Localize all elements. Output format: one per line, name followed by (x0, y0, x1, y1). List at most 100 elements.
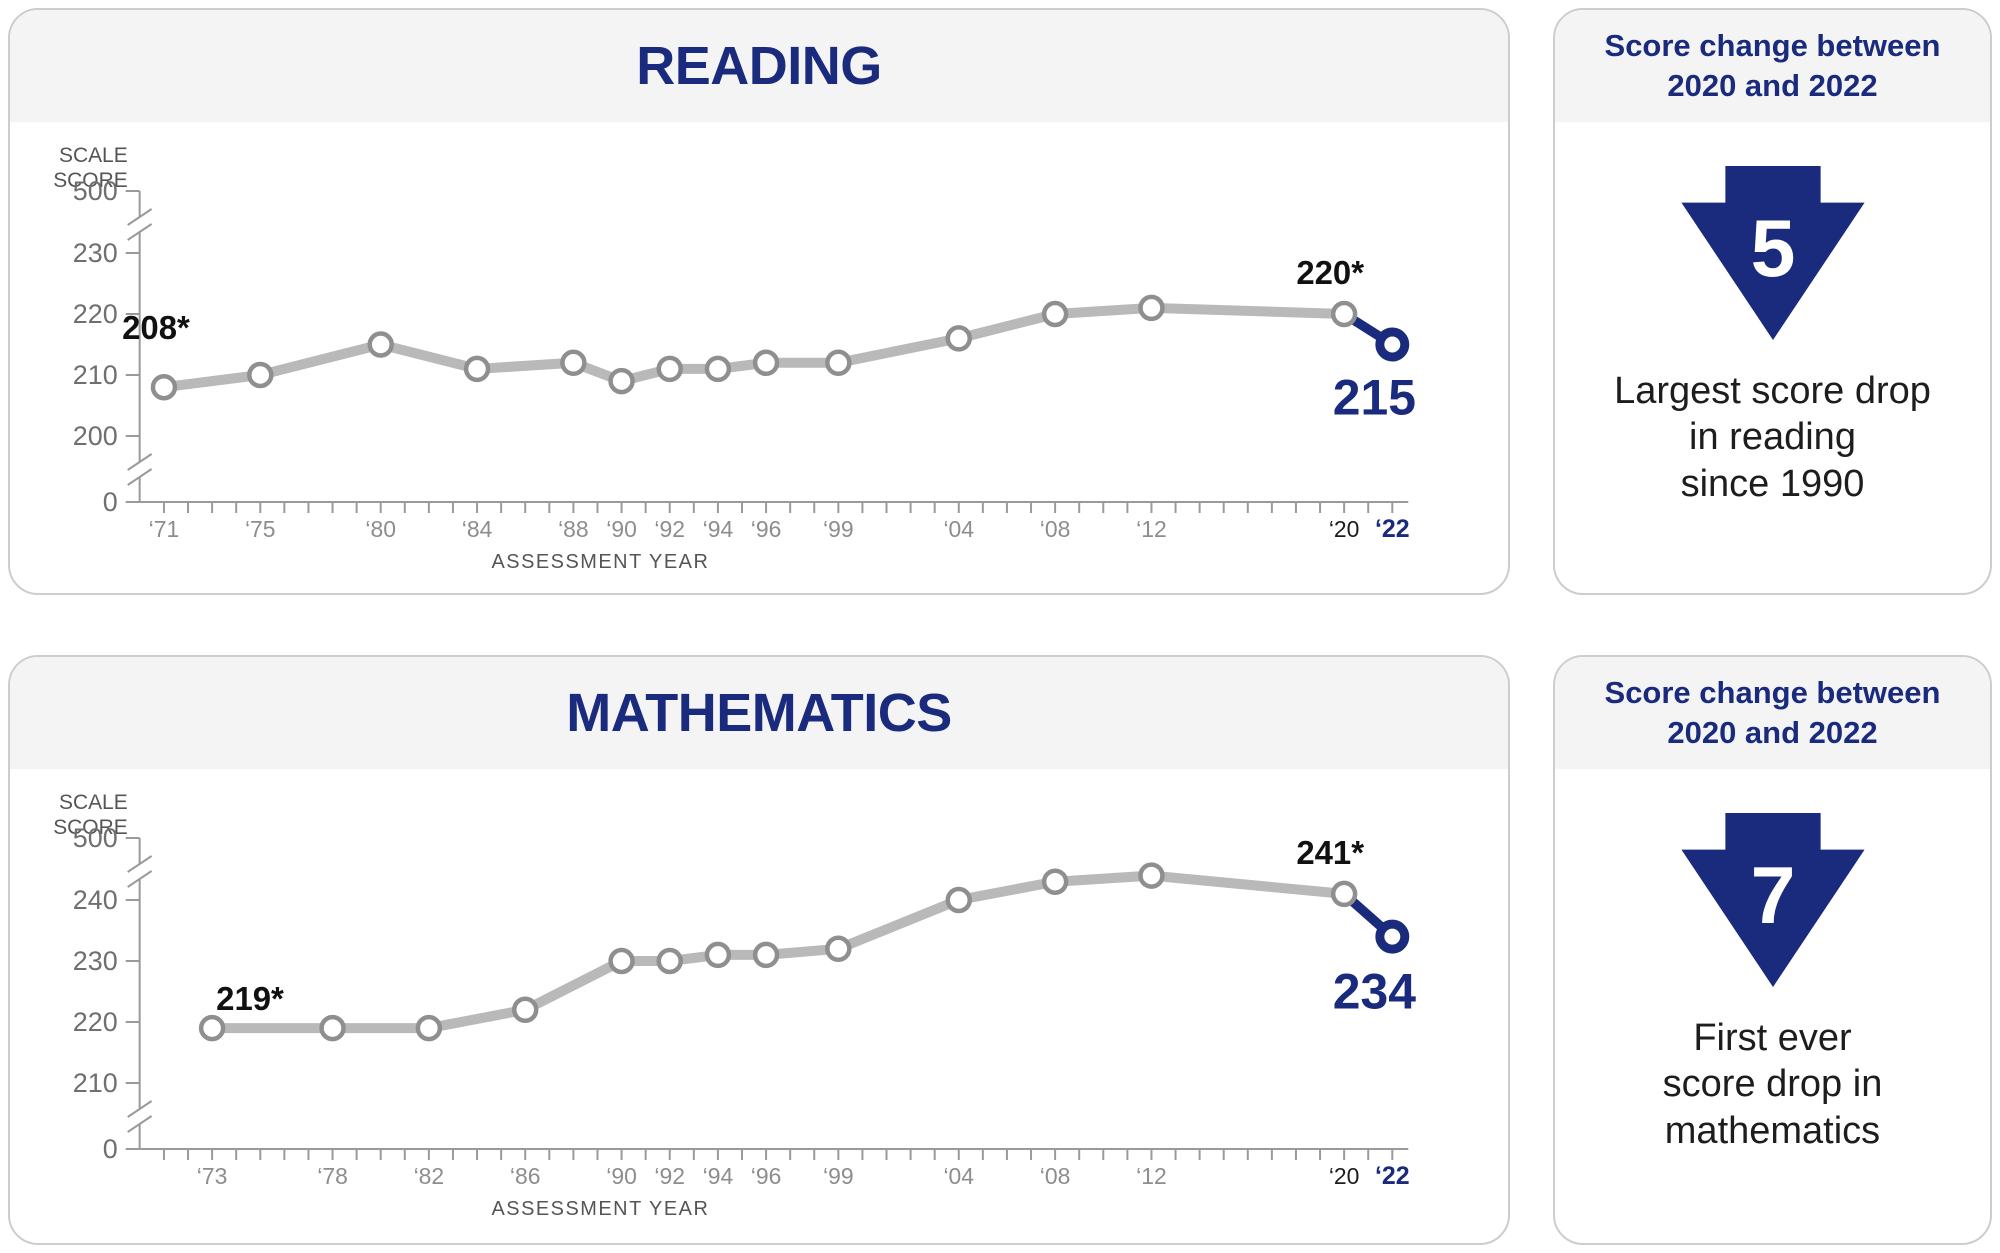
y-tick-label: 500 (73, 176, 118, 206)
reading-drop-line2: in reading (1689, 416, 1856, 459)
final-value-label: 234 (1333, 964, 1416, 1020)
x-tick-label: ‘80 (365, 516, 396, 542)
y-tick-label: 230 (73, 946, 118, 976)
x-tick-label: ‘75 (245, 516, 276, 542)
trend-point (1330, 880, 1358, 908)
reading-score-change-header: Score change between 2020 and 2022 (1555, 10, 1990, 122)
y-tick-label: 200 (73, 421, 118, 451)
trend-point (825, 349, 852, 377)
score-drop-arrow-icon: 7 (1680, 813, 1865, 987)
y-tick-label: 500 (73, 823, 118, 853)
trend-point (1330, 300, 1358, 328)
x-tick-label: ‘90 (606, 1163, 637, 1189)
down-arrow-shape (1680, 813, 1865, 987)
x-tick-label: ‘96 (751, 1163, 782, 1189)
first-point-label: 219* (216, 980, 284, 1017)
axis-break-icon (127, 453, 153, 471)
axis-break-icon (127, 855, 153, 873)
trend-point (415, 1014, 443, 1042)
x-tick-label: ‘90 (606, 516, 637, 542)
trend-point (1138, 862, 1165, 889)
reading-title: READING (636, 36, 882, 96)
x-tick-label: ‘04 (943, 516, 974, 542)
trend-line (158, 302, 1350, 393)
trend-point (247, 361, 274, 389)
x-tick-label: ‘88 (558, 516, 589, 542)
trend-point (825, 935, 852, 963)
x-tick-label: ‘73 (197, 1163, 228, 1189)
score-drop-arrow-icon: 5 (1680, 166, 1865, 340)
x-tick-label: ‘08 (1040, 1163, 1071, 1189)
mathematics-title: MATHEMATICS (566, 683, 952, 743)
trend-point (319, 1014, 346, 1042)
y-tick-label: 210 (73, 1068, 118, 1098)
mathematics-drop-line2: score drop in (1662, 1063, 1883, 1106)
x-tick-label: ‘92 (654, 1163, 685, 1189)
mathematics-score-change-header: Score change between 2020 and 2022 (1555, 657, 1990, 769)
trend-point (656, 947, 683, 975)
scale-score-axis-label: SCALE (59, 144, 128, 167)
mathematics-score-change-body: 7 First ever score drop in mathematics (1555, 769, 1990, 1154)
trend-point (945, 325, 972, 352)
mathematics-panel: MATHEMATICS SCALE SCORE 500 240 230 220 210 0 ‘7… (8, 655, 1510, 1245)
x-tick-label: ‘94 (703, 516, 734, 542)
trend-point (463, 355, 491, 383)
x-tick-label: ‘96 (751, 516, 782, 542)
x-tick-label: ‘20 (1329, 1163, 1360, 1189)
trend-point (945, 886, 972, 914)
trend-point (1041, 868, 1069, 895)
axis-break-icon (127, 208, 153, 226)
y-tick-label: 220 (73, 299, 118, 329)
trend-point (512, 996, 539, 1024)
trend-point (752, 349, 780, 377)
x-tick-label: ‘92 (654, 516, 685, 542)
mathematics-score-change-panel: Score change between 2020 and 2022 7 Fir… (1553, 655, 1992, 1245)
trend-point (367, 331, 394, 358)
x-tick-label: ‘22 (1375, 1162, 1410, 1190)
trend-point (608, 367, 635, 395)
x-tick-label: ‘82 (414, 1163, 445, 1189)
first-point-label: 208* (122, 309, 190, 346)
mathematics-drop-line3: mathematics (1664, 1109, 1881, 1152)
mathematics-panel-header: MATHEMATICS (10, 657, 1508, 769)
x-tick-label: ‘22 (1375, 515, 1410, 543)
reading-panel-header: READING (10, 10, 1508, 122)
trend-point (1138, 294, 1165, 322)
reading-drop-description: Largest score drop in reading since 1990 (1614, 368, 1931, 507)
axis-break-icon (127, 1115, 153, 1133)
x-axis-title: ASSESSMENT YEAR (491, 551, 709, 573)
x-tick-label: ‘99 (823, 1163, 854, 1189)
final-value-label: 215 (1333, 369, 1416, 425)
reading-panel: READING SCALE SCORE 500 230 220 210 200 0 ‘71 ‘75… (8, 8, 1510, 595)
trend-point (560, 349, 587, 377)
x-tick-label: ‘94 (703, 1163, 734, 1189)
final-point (1375, 919, 1410, 954)
trend-point (608, 947, 635, 975)
x-tick-label: ‘84 (462, 516, 493, 542)
y-tick-label: 240 (73, 885, 118, 915)
reading-score-change-body: 5 Largest score drop in reading since 19… (1555, 122, 1990, 507)
axis-break-icon (127, 1100, 153, 1118)
x-tick-label: ‘99 (823, 516, 854, 542)
x-tick-label: ‘12 (1136, 516, 1167, 542)
scale-score-axis-label: SCALE (59, 791, 128, 814)
y-tick-label: 0 (103, 1134, 118, 1164)
axis-break-icon (127, 223, 153, 241)
score-change-header-line1: Score change between (1604, 674, 1941, 710)
trend-point (1041, 300, 1069, 328)
x-tick-label: ‘12 (1136, 1163, 1167, 1189)
y-tick-label: 0 (103, 487, 118, 517)
axis-break-icon (127, 870, 153, 888)
reading-drop-line1: Largest score drop (1614, 370, 1931, 412)
trend-point (704, 941, 732, 969)
x-tick-label: ‘78 (317, 1163, 348, 1189)
mathematics-drop-line1: First ever (1693, 1017, 1852, 1059)
second-last-point-label: 241* (1296, 834, 1364, 871)
reading-score-change-panel: Score change between 2020 and 2022 5 Lar… (1553, 8, 1992, 595)
trend-point (150, 373, 178, 401)
down-arrow-shape (1680, 166, 1865, 340)
x-tick-label: ‘04 (943, 1163, 974, 1189)
y-tick-label: 230 (73, 238, 118, 268)
